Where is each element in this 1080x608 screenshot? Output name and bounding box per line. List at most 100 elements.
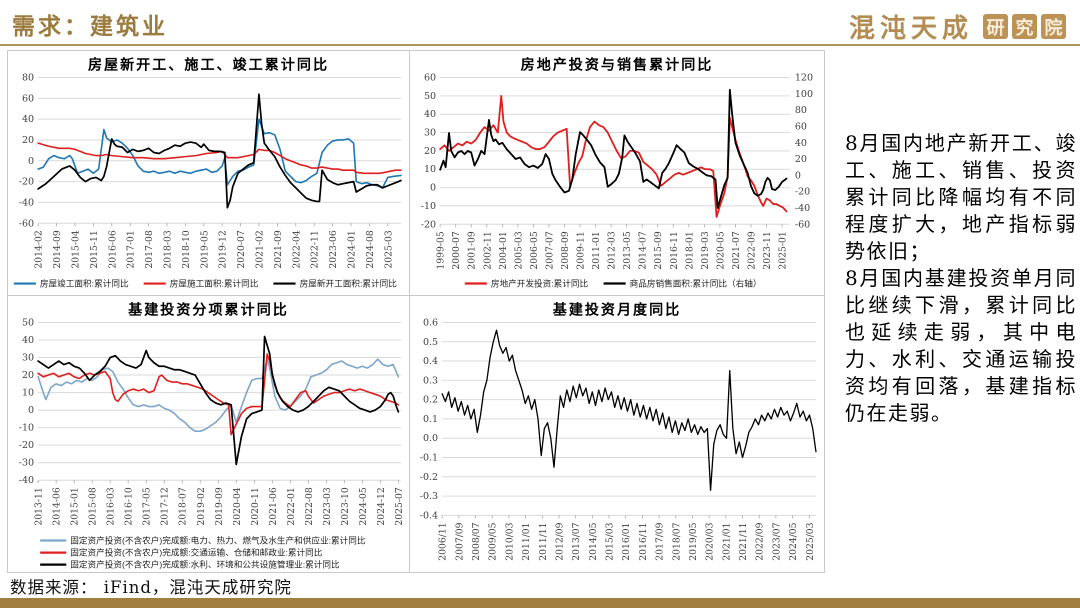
- svg-text:2023/07: 2023/07: [771, 522, 782, 560]
- x-axis: 1999-05 2000-07 2001-09 2002-11 2004-01 2005-…: [436, 224, 789, 270]
- svg-text:2002-11: 2002-11: [482, 231, 493, 269]
- svg-text:2015/03: 2015/03: [605, 522, 616, 560]
- svg-text:2014-02: 2014-02: [34, 230, 45, 268]
- svg-text:-0.2: -0.2: [420, 472, 438, 483]
- svg-text:2015-11: 2015-11: [89, 230, 100, 268]
- svg-text:房地产开发投资:累计同比: 房地产开发投资:累计同比: [491, 278, 589, 289]
- svg-text:2006-05: 2006-05: [529, 231, 540, 269]
- svg-text:2019-12: 2019-12: [218, 230, 229, 268]
- svg-text:80: 80: [795, 105, 807, 116]
- series-line-0: [441, 329, 817, 491]
- svg-text:2021/01: 2021/01: [721, 522, 732, 560]
- footer: 数据来源： iFind，混沌天成研究院: [10, 574, 292, 598]
- chart-title: 基建投资分项累计同比: [128, 301, 289, 318]
- chart-title: 房地产投资与销售累计同比: [521, 57, 714, 74]
- svg-text:20: 20: [22, 135, 34, 146]
- svg-text:1999-05: 1999-05: [436, 231, 447, 269]
- svg-text:10: 10: [424, 164, 436, 175]
- svg-text:2012-03: 2012-03: [607, 231, 618, 269]
- svg-text:2025-07: 2025-07: [394, 487, 405, 525]
- svg-text:-20: -20: [795, 187, 810, 198]
- svg-text:2006/11: 2006/11: [438, 522, 449, 560]
- header: 需求：建筑业 混沌天成 研 究 院: [0, 0, 1080, 46]
- svg-text:20: 20: [795, 154, 807, 165]
- legend: 房屋竣工面积:累计同比 房屋施工面积:累计同比 房屋新开工面积:累计同比: [13, 278, 398, 289]
- svg-text:0.1: 0.1: [423, 414, 438, 425]
- svg-text:房屋施工面积:累计同比: 房屋施工面积:累计同比: [170, 278, 259, 289]
- svg-text:2021-09: 2021-09: [273, 230, 284, 268]
- svg-text:2023-10: 2023-10: [340, 487, 351, 525]
- svg-text:0.3: 0.3: [423, 375, 438, 386]
- svg-text:80: 80: [22, 73, 34, 84]
- svg-text:0: 0: [28, 156, 34, 167]
- x-axis: 2006/11 2007/09 2008/07 2009/05 2010/03 2011/…: [438, 515, 816, 561]
- svg-text:2025-03: 2025-03: [383, 230, 394, 268]
- svg-text:2017/09: 2017/09: [655, 522, 666, 560]
- svg-text:2008-09: 2008-09: [560, 231, 571, 269]
- data-source-text: 数据来源： iFind，混沌天成研究院: [10, 578, 292, 597]
- svg-text:60: 60: [22, 93, 34, 104]
- svg-text:2016-10: 2016-10: [124, 487, 135, 525]
- svg-text:2017-05: 2017-05: [142, 487, 153, 525]
- svg-text:-60: -60: [795, 219, 810, 230]
- svg-text:10: 10: [22, 388, 34, 399]
- svg-text:2016-11: 2016-11: [669, 231, 680, 269]
- logo-wordmark: 混沌天成: [848, 14, 973, 44]
- chart-title: 基建投资月度同比: [553, 301, 681, 318]
- svg-text:2013-11: 2013-11: [34, 487, 45, 525]
- logo-seal-1: 研: [983, 14, 1008, 39]
- y-axis: -20 -10 0 10 20 30 40 50 60: [421, 73, 790, 230]
- svg-text:2007-07: 2007-07: [544, 231, 555, 269]
- svg-text:固定资产投资(不含农户)完成额:电力、热力、燃气及水生产和供: 固定资产投资(不含农户)完成额:电力、热力、燃气及水生产和供应业:累计同比: [70, 535, 366, 546]
- svg-text:2017-12: 2017-12: [160, 487, 171, 525]
- charts-grid: 房屋新开工、施工、竣工累计同比 -60 -40 -20 0 20 40 60 80 2014-02…: [7, 50, 825, 573]
- chart-cell-realestate-investment: 房地产投资与销售累计同比 -20 -10 0 10 20 30 40 50 60 -60 -40 -20…: [410, 51, 825, 296]
- svg-text:0.6: 0.6: [423, 317, 438, 328]
- svg-text:2008/07: 2008/07: [471, 522, 482, 560]
- svg-text:房屋竣工面积:累计同比: 房屋竣工面积:累计同比: [40, 278, 129, 289]
- svg-text:2016/11: 2016/11: [638, 522, 649, 560]
- svg-text:0.2: 0.2: [423, 395, 438, 406]
- svg-text:2013/07: 2013/07: [571, 522, 582, 560]
- svg-text:2019/05: 2019/05: [688, 522, 699, 560]
- svg-text:2024-01: 2024-01: [347, 230, 358, 268]
- bottom-gold-bar: [0, 598, 1080, 608]
- svg-text:50: 50: [22, 317, 34, 328]
- svg-text:房屋新开工面积:累计同比: 房屋新开工面积:累计同比: [300, 278, 398, 289]
- chart-cell-infra-monthly: 基建投资月度同比 -0.4 -0.3 -0.2 -0.1 0.0 0.1 0.2 0.3 0.4 0…: [410, 296, 825, 573]
- svg-text:40: 40: [795, 138, 807, 149]
- svg-text:-0.1: -0.1: [420, 453, 438, 464]
- svg-text:2009/05: 2009/05: [488, 522, 499, 560]
- svg-text:2011-01: 2011-01: [591, 231, 602, 269]
- svg-text:2015-09: 2015-09: [653, 231, 664, 269]
- svg-text:-20: -20: [19, 177, 34, 188]
- svg-text:30: 30: [424, 128, 436, 139]
- svg-text:2023-11: 2023-11: [762, 231, 773, 269]
- svg-text:2021-06: 2021-06: [268, 487, 279, 525]
- svg-text:2015-01: 2015-01: [70, 487, 81, 525]
- svg-text:2024/05: 2024/05: [788, 522, 799, 560]
- svg-text:2024-08: 2024-08: [365, 230, 376, 268]
- svg-text:2014/05: 2014/05: [588, 522, 599, 560]
- svg-text:30: 30: [22, 353, 34, 364]
- svg-text:2015-08: 2015-08: [88, 487, 99, 525]
- svg-text:2020-07: 2020-07: [236, 230, 247, 268]
- svg-text:2024-12: 2024-12: [376, 487, 387, 525]
- series-line-1: [37, 142, 402, 175]
- svg-text:2023-06: 2023-06: [328, 230, 339, 268]
- y-axis: -0.4 -0.3 -0.2 -0.1 0.0 0.1 0.2 0.3 0.4 0.5 0.6: [420, 317, 816, 521]
- svg-text:2017-08: 2017-08: [144, 230, 155, 268]
- brand-logo: 混沌天成 研 究 院: [849, 8, 1066, 45]
- svg-text:2010/03: 2010/03: [504, 522, 515, 560]
- svg-text:0: 0: [795, 170, 801, 181]
- svg-text:2014-06: 2014-06: [52, 487, 63, 525]
- svg-text:0: 0: [28, 405, 34, 416]
- series-line-2: [37, 335, 400, 466]
- legend: 房地产开发投资:累计同比 商品房销售面积:累计同比（右轴）: [464, 278, 761, 289]
- svg-text:-0.4: -0.4: [420, 510, 438, 521]
- svg-text:2025/03: 2025/03: [805, 522, 816, 560]
- commentary-paragraph-2: 8月国内基建投资单月同比继续下滑，累计同比也延续走弱，其中电力、水利、交通运输投…: [845, 266, 1077, 425]
- svg-text:2022-04: 2022-04: [291, 230, 302, 268]
- y2-axis: -60 -40 -20 0 20 40 60 80 100 120: [795, 73, 813, 231]
- svg-text:2011/11: 2011/11: [538, 522, 549, 560]
